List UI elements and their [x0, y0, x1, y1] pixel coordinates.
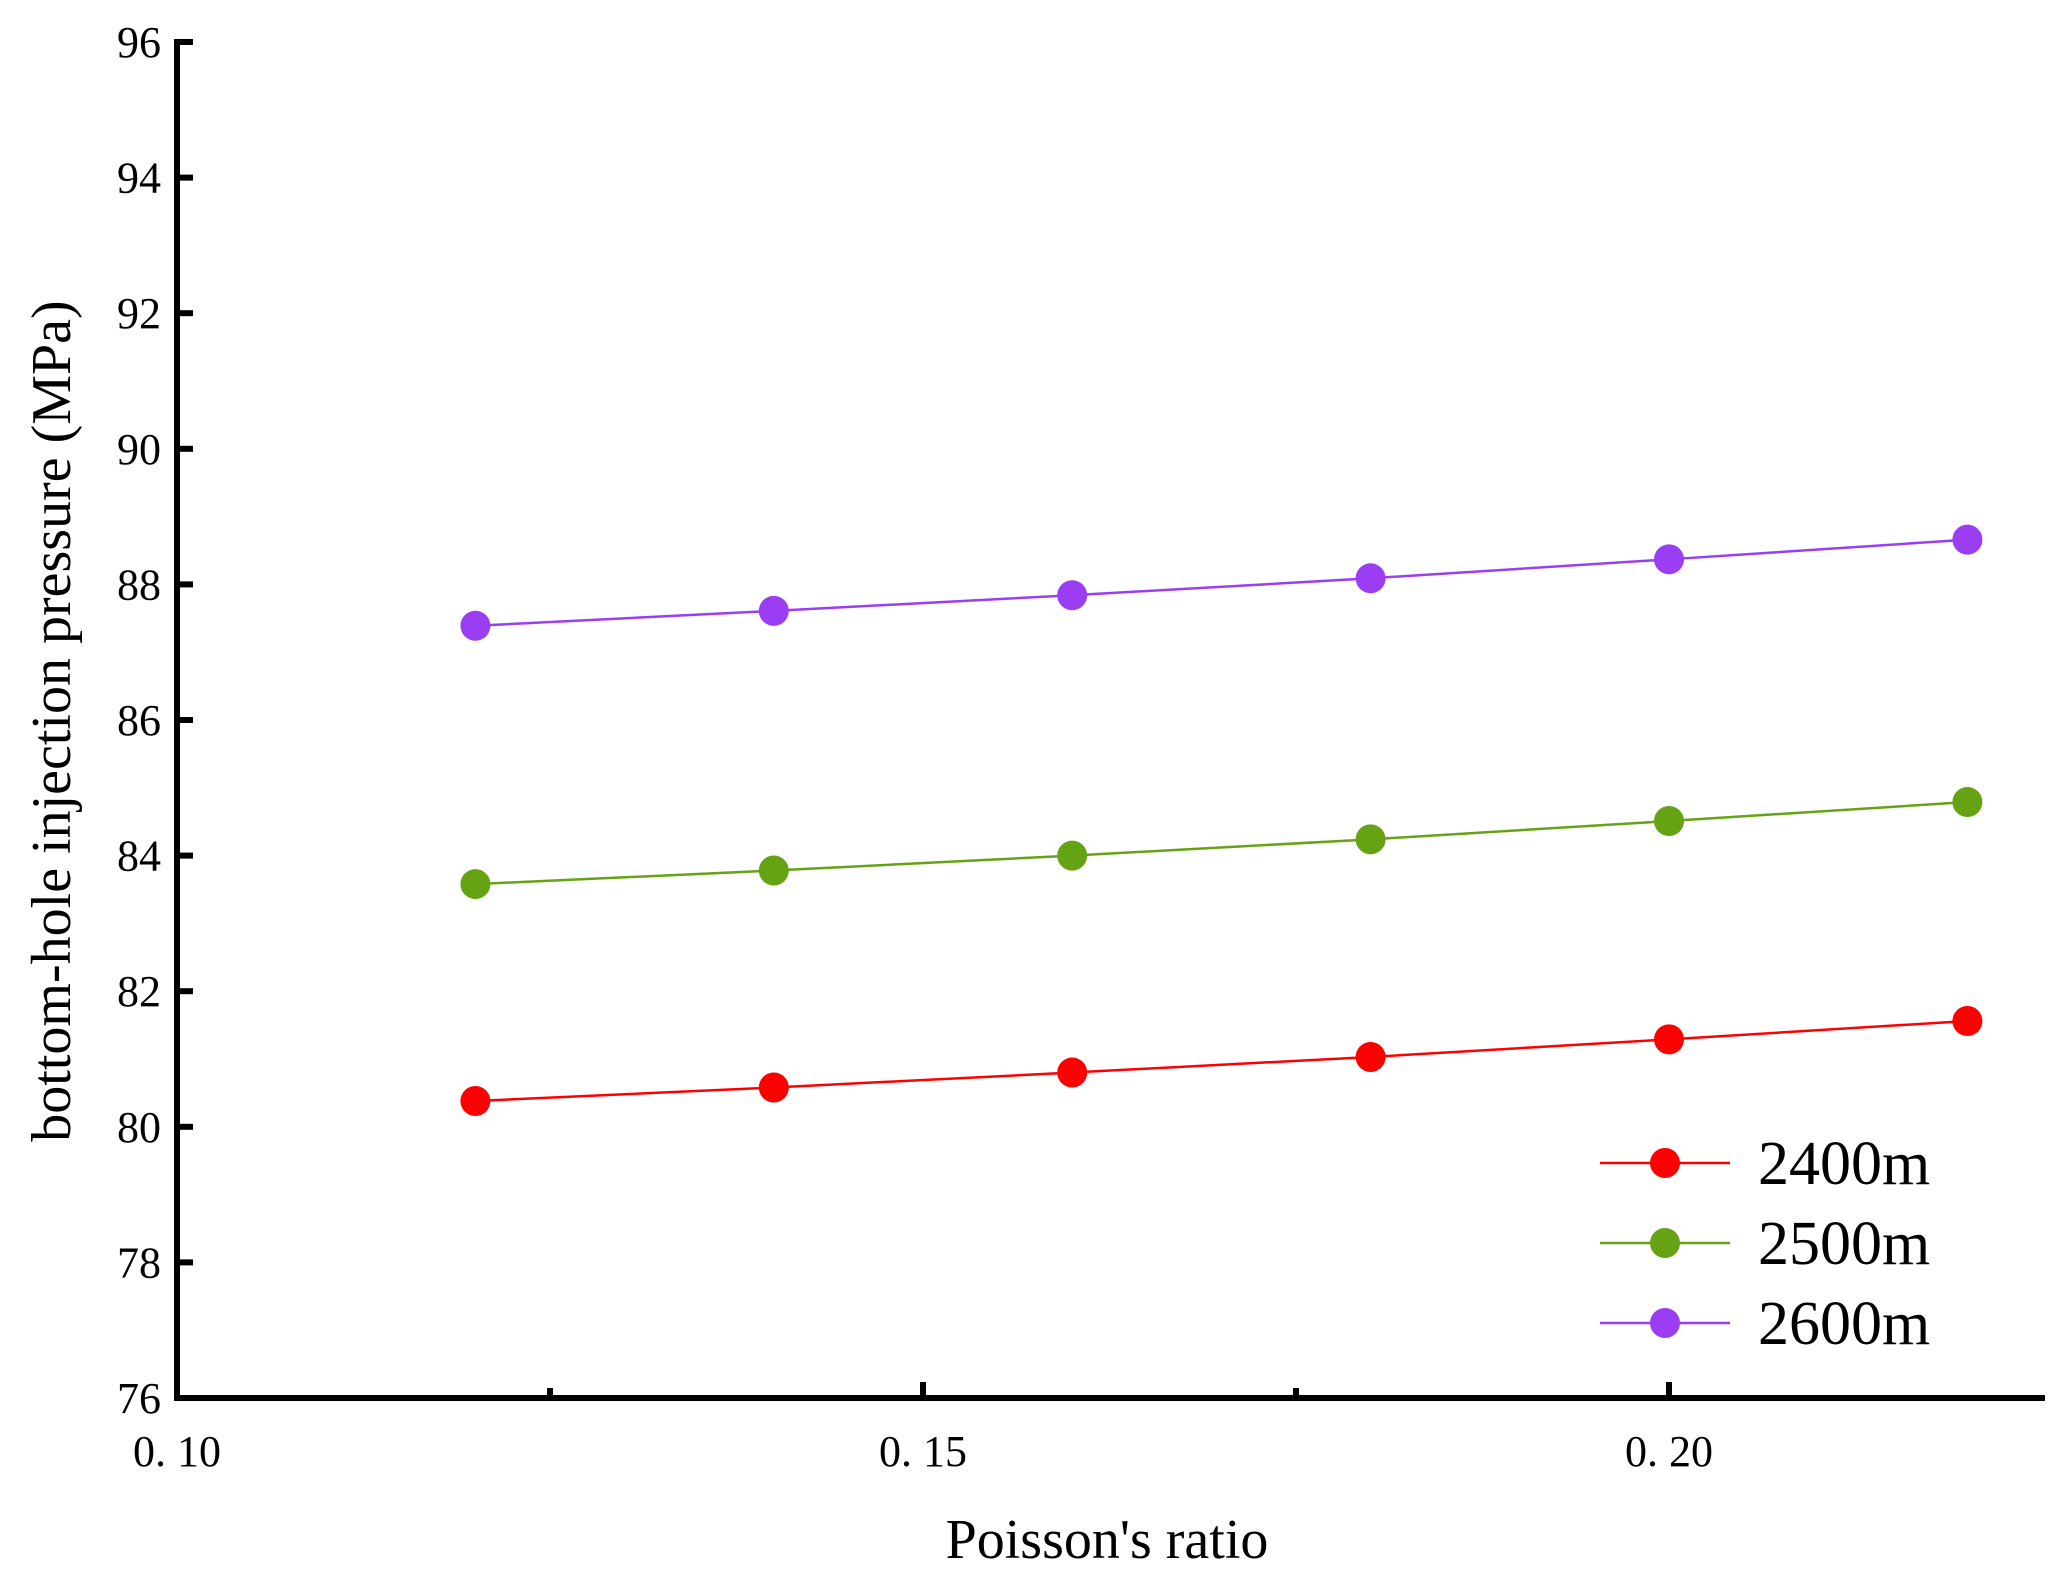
data-point: [1654, 1024, 1684, 1055]
legend-marker: [1650, 1308, 1680, 1338]
data-point: [1654, 806, 1684, 837]
data-point: [1057, 580, 1088, 611]
legend-label: 2400m: [1758, 1130, 1930, 1198]
data-point: [1952, 524, 1983, 555]
data-point: [1057, 1057, 1088, 1088]
y-tick-label: 90: [117, 425, 161, 474]
legend-label: 2600m: [1758, 1290, 1930, 1358]
y-tick-label: 92: [117, 289, 161, 338]
y-tick-label: 80: [117, 1103, 161, 1152]
data-point: [758, 855, 789, 886]
series-2400m: [460, 1006, 1983, 1117]
data-point: [1952, 1006, 1983, 1037]
data-point: [460, 1086, 491, 1117]
data-point: [1654, 544, 1684, 575]
y-tick-label: 84: [117, 832, 161, 881]
legend: 2400m 2500m 2600m: [1600, 1130, 1930, 1358]
legend-item: 2500m: [1600, 1210, 1930, 1278]
legend-marker: [1650, 1228, 1680, 1258]
x-axis-title: Poisson's ratio: [946, 1509, 1269, 1571]
ticks-layer: 76 78 80 82 84 86 88 90 92 94 96 0. 10 0. 15 0. 20: [117, 18, 1713, 1476]
y-tick-label: 96: [117, 18, 161, 67]
y-tick-label: 88: [117, 560, 161, 609]
y-tick-label: 76: [117, 1374, 161, 1423]
data-point: [758, 595, 789, 626]
data-point: [1355, 563, 1386, 594]
y-tick-label: 82: [117, 967, 161, 1016]
x-tick-label: 0. 15: [879, 1427, 967, 1476]
data-point: [1355, 824, 1386, 855]
x-tick-label: 0. 10: [133, 1427, 221, 1476]
series-line: [475, 800, 1968, 886]
legend-marker: [1650, 1148, 1680, 1178]
data-point: [1057, 840, 1088, 871]
data-point: [1952, 787, 1983, 818]
data-point: [460, 869, 491, 900]
y-tick-label: 78: [117, 1238, 161, 1287]
data-point: [1355, 1041, 1386, 1072]
series-line: [475, 1019, 1968, 1103]
legend-item: 2600m: [1600, 1290, 1930, 1358]
data-point: [758, 1072, 789, 1103]
series-line: [475, 538, 1968, 628]
data-point: [460, 610, 491, 641]
series-2500m: [460, 787, 1983, 900]
y-tick-label: 94: [117, 154, 161, 203]
legend-label: 2500m: [1758, 1210, 1930, 1278]
x-tick-label: 0. 20: [1625, 1427, 1713, 1476]
legend-item: 2400m: [1600, 1130, 1930, 1198]
series-layer: [460, 524, 1983, 1117]
y-tick-label: 86: [117, 696, 161, 745]
series-2600m: [460, 524, 1983, 641]
y-axis-title: bottom-hole injection pressure (MPa): [21, 300, 83, 1141]
